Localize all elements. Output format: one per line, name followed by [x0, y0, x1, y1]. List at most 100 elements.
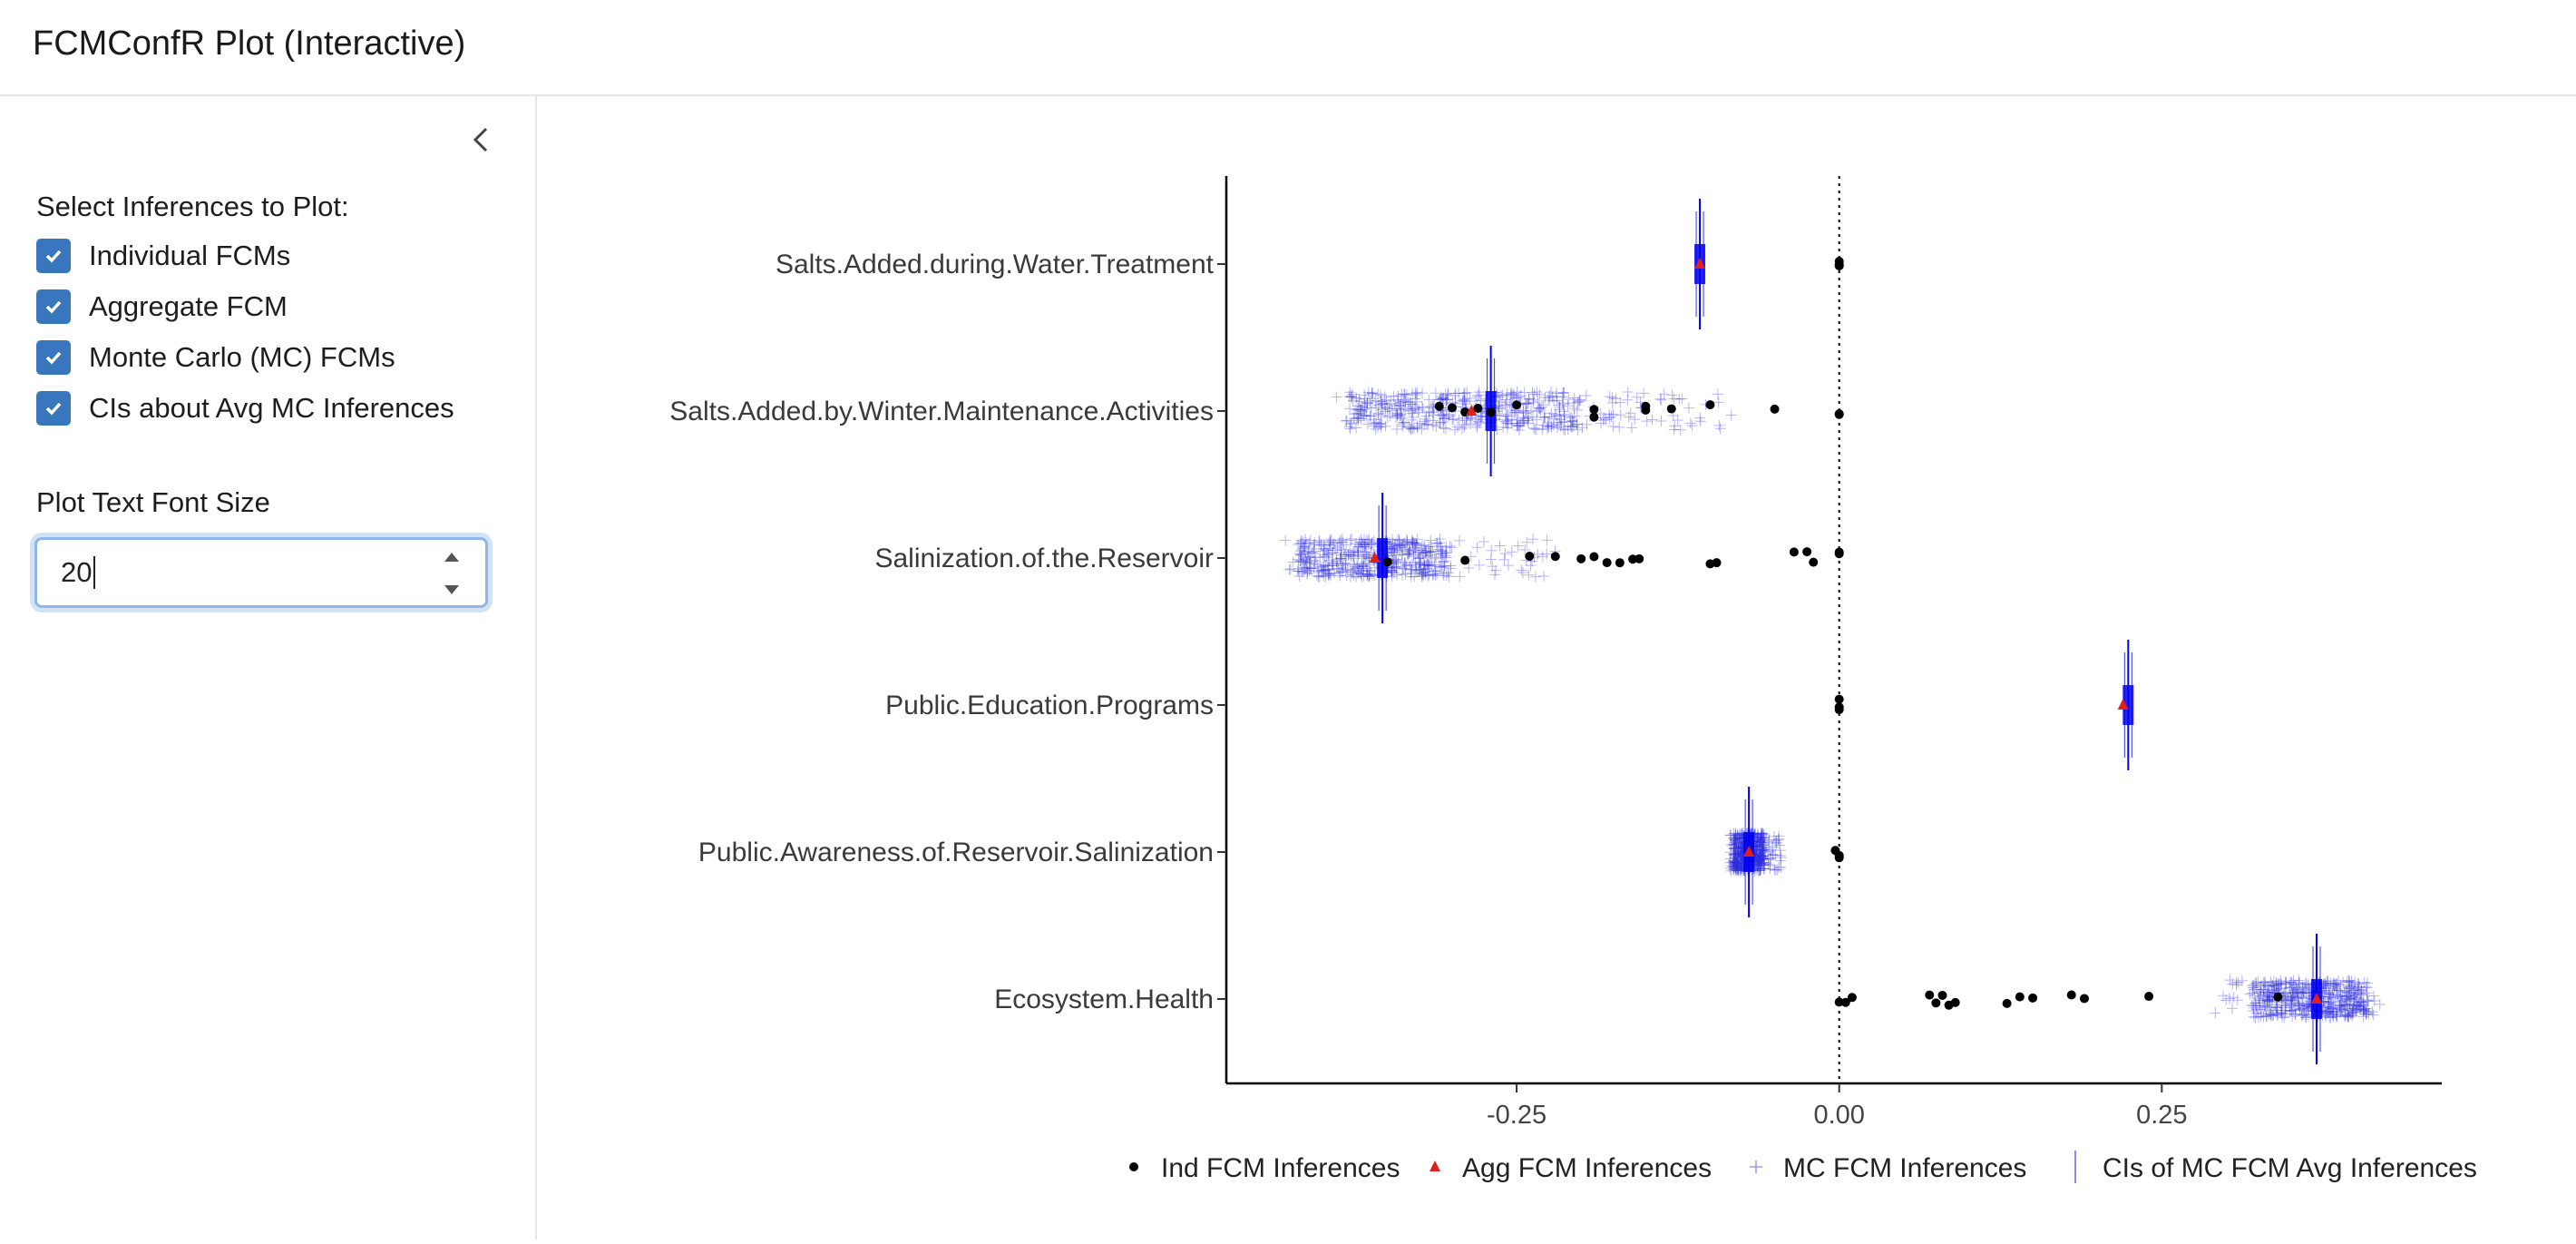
mc-inference-point	[1731, 858, 1742, 870]
mc-inference-point	[1370, 395, 1381, 407]
mc-inference-point	[1386, 546, 1398, 558]
mc-inference-point	[1342, 549, 1354, 561]
mc-inference-point	[1400, 396, 1411, 407]
mc-inference-point	[1397, 418, 1409, 430]
text-caret	[93, 556, 96, 589]
mc-inference-point	[1756, 853, 1768, 865]
mc-inference-point	[2342, 1010, 2354, 1022]
mc-inference-point	[2300, 1000, 2312, 1012]
mc-inference-point	[1400, 568, 1411, 580]
mc-inference-point	[1332, 563, 1344, 575]
mc-inference-point	[1351, 571, 1362, 583]
mc-inference-point	[2287, 981, 2298, 993]
checkbox-checked-icon[interactable]	[36, 340, 71, 375]
mc-inference-point	[2288, 975, 2299, 986]
mc-inference-point	[1516, 564, 1527, 576]
mc-inference-point	[1436, 391, 1448, 403]
mc-inference-point	[2300, 978, 2312, 990]
mc-inference-point	[2347, 1010, 2358, 1022]
mc-inference-point	[2323, 1000, 2335, 1012]
mc-inference-point	[2254, 1000, 2266, 1012]
ind-inference-point	[1925, 990, 1935, 1000]
mc-inference-point	[1361, 569, 1373, 581]
mc-inference-point	[1765, 853, 1777, 865]
mc-inference-point	[1366, 537, 1378, 549]
mc-inference-point	[1331, 555, 1342, 567]
mc-inference-point	[1459, 421, 1470, 433]
mc-inference-point	[2345, 993, 2356, 1004]
mc-inference-point	[1437, 567, 1449, 579]
mc-inference-point	[2347, 979, 2358, 991]
checkbox-individual-fcms[interactable]: Individual FCMs	[36, 234, 290, 278]
mc-inference-point	[1478, 536, 1489, 548]
mc-inference-point	[1775, 852, 1787, 864]
mc-inference-point	[1395, 404, 1407, 416]
mc-inference-point	[1357, 565, 1369, 577]
mc-inference-point	[2270, 977, 2282, 989]
mc-inference-point	[2266, 986, 2278, 998]
mc-inference-point	[2255, 985, 2267, 997]
checkbox-checked-icon[interactable]	[36, 239, 71, 273]
mc-inference-point	[2263, 991, 2275, 1003]
mc-inference-point	[1669, 420, 1681, 432]
number-spinner[interactable]	[438, 553, 465, 594]
chevron-left-icon[interactable]	[464, 122, 497, 158]
mc-inference-point	[1398, 402, 1410, 414]
mc-inference-point	[2367, 1009, 2379, 1021]
ind-inference-point	[1809, 557, 1819, 567]
mc-inference-point	[1361, 397, 1373, 409]
mc-inference-point	[1431, 537, 1443, 549]
mc-inference-point	[1390, 569, 1402, 581]
mc-inference-point	[1284, 563, 1296, 574]
ind-inference-point	[1834, 997, 1844, 1007]
mc-inference-point	[1364, 395, 1376, 407]
mc-inference-point	[1376, 418, 1388, 430]
mc-inference-point	[2327, 1002, 2339, 1014]
mc-inference-point	[1422, 560, 1434, 572]
mc-inference-point	[1377, 397, 1389, 409]
mc-inference-point	[1514, 420, 1526, 432]
mc-inference-point	[1336, 549, 1348, 561]
mc-inference-point	[2228, 992, 2239, 1004]
mc-inference-point	[2220, 994, 2232, 1006]
mc-inference-point	[2360, 982, 2372, 994]
mc-inference-point	[1337, 536, 1349, 548]
mc-inference-point	[1522, 413, 1534, 425]
mc-inference-point	[2236, 975, 2248, 986]
mc-inference-point	[1323, 543, 1335, 554]
mc-inference-point	[1732, 848, 1743, 860]
mc-inference-point	[1319, 563, 1331, 575]
mc-inference-point	[1774, 849, 1786, 861]
mc-inference-point	[2361, 982, 2373, 994]
mc-inference-point	[1423, 394, 1435, 406]
mc-inference-point	[1361, 534, 1372, 546]
mc-inference-point	[2275, 983, 2287, 994]
checkbox-aggregate-fcm[interactable]: Aggregate FCM	[36, 285, 288, 328]
mc-inference-point	[1498, 421, 1509, 433]
mc-inference-point	[1542, 417, 1554, 429]
mc-inference-point	[1359, 551, 1371, 563]
checkbox-cis-avg-mc[interactable]: CIs about Avg MC Inferences	[36, 387, 454, 430]
mc-inference-point	[2253, 994, 2265, 1006]
mc-inference-point	[2346, 1008, 2357, 1020]
checkbox-checked-icon[interactable]	[36, 391, 71, 426]
mc-inference-point	[1655, 394, 1667, 406]
mc-inference-point	[1758, 858, 1770, 870]
mc-inference-point	[2284, 976, 2296, 988]
mc-inference-point	[1557, 387, 1569, 399]
ind-inference-point	[1628, 554, 1638, 564]
mc-inference-point	[1508, 388, 1519, 400]
checkbox-monte-carlo-fcms[interactable]: Monte Carlo (MC) FCMs	[36, 336, 395, 379]
mc-inference-point	[1335, 565, 1347, 577]
mc-inference-point	[1490, 564, 1502, 576]
mc-inference-point	[2339, 999, 2351, 1011]
mc-inference-point	[2347, 1005, 2358, 1017]
mc-inference-point	[2286, 999, 2298, 1011]
spinner-down-icon[interactable]	[444, 585, 459, 594]
mc-inference-point	[2293, 975, 2305, 986]
spinner-up-icon[interactable]	[444, 553, 459, 562]
checkbox-checked-icon[interactable]	[36, 289, 71, 324]
mc-inference-point	[1439, 423, 1451, 435]
font-size-input[interactable]: 20	[34, 537, 488, 608]
mc-inference-point	[1435, 409, 1447, 421]
